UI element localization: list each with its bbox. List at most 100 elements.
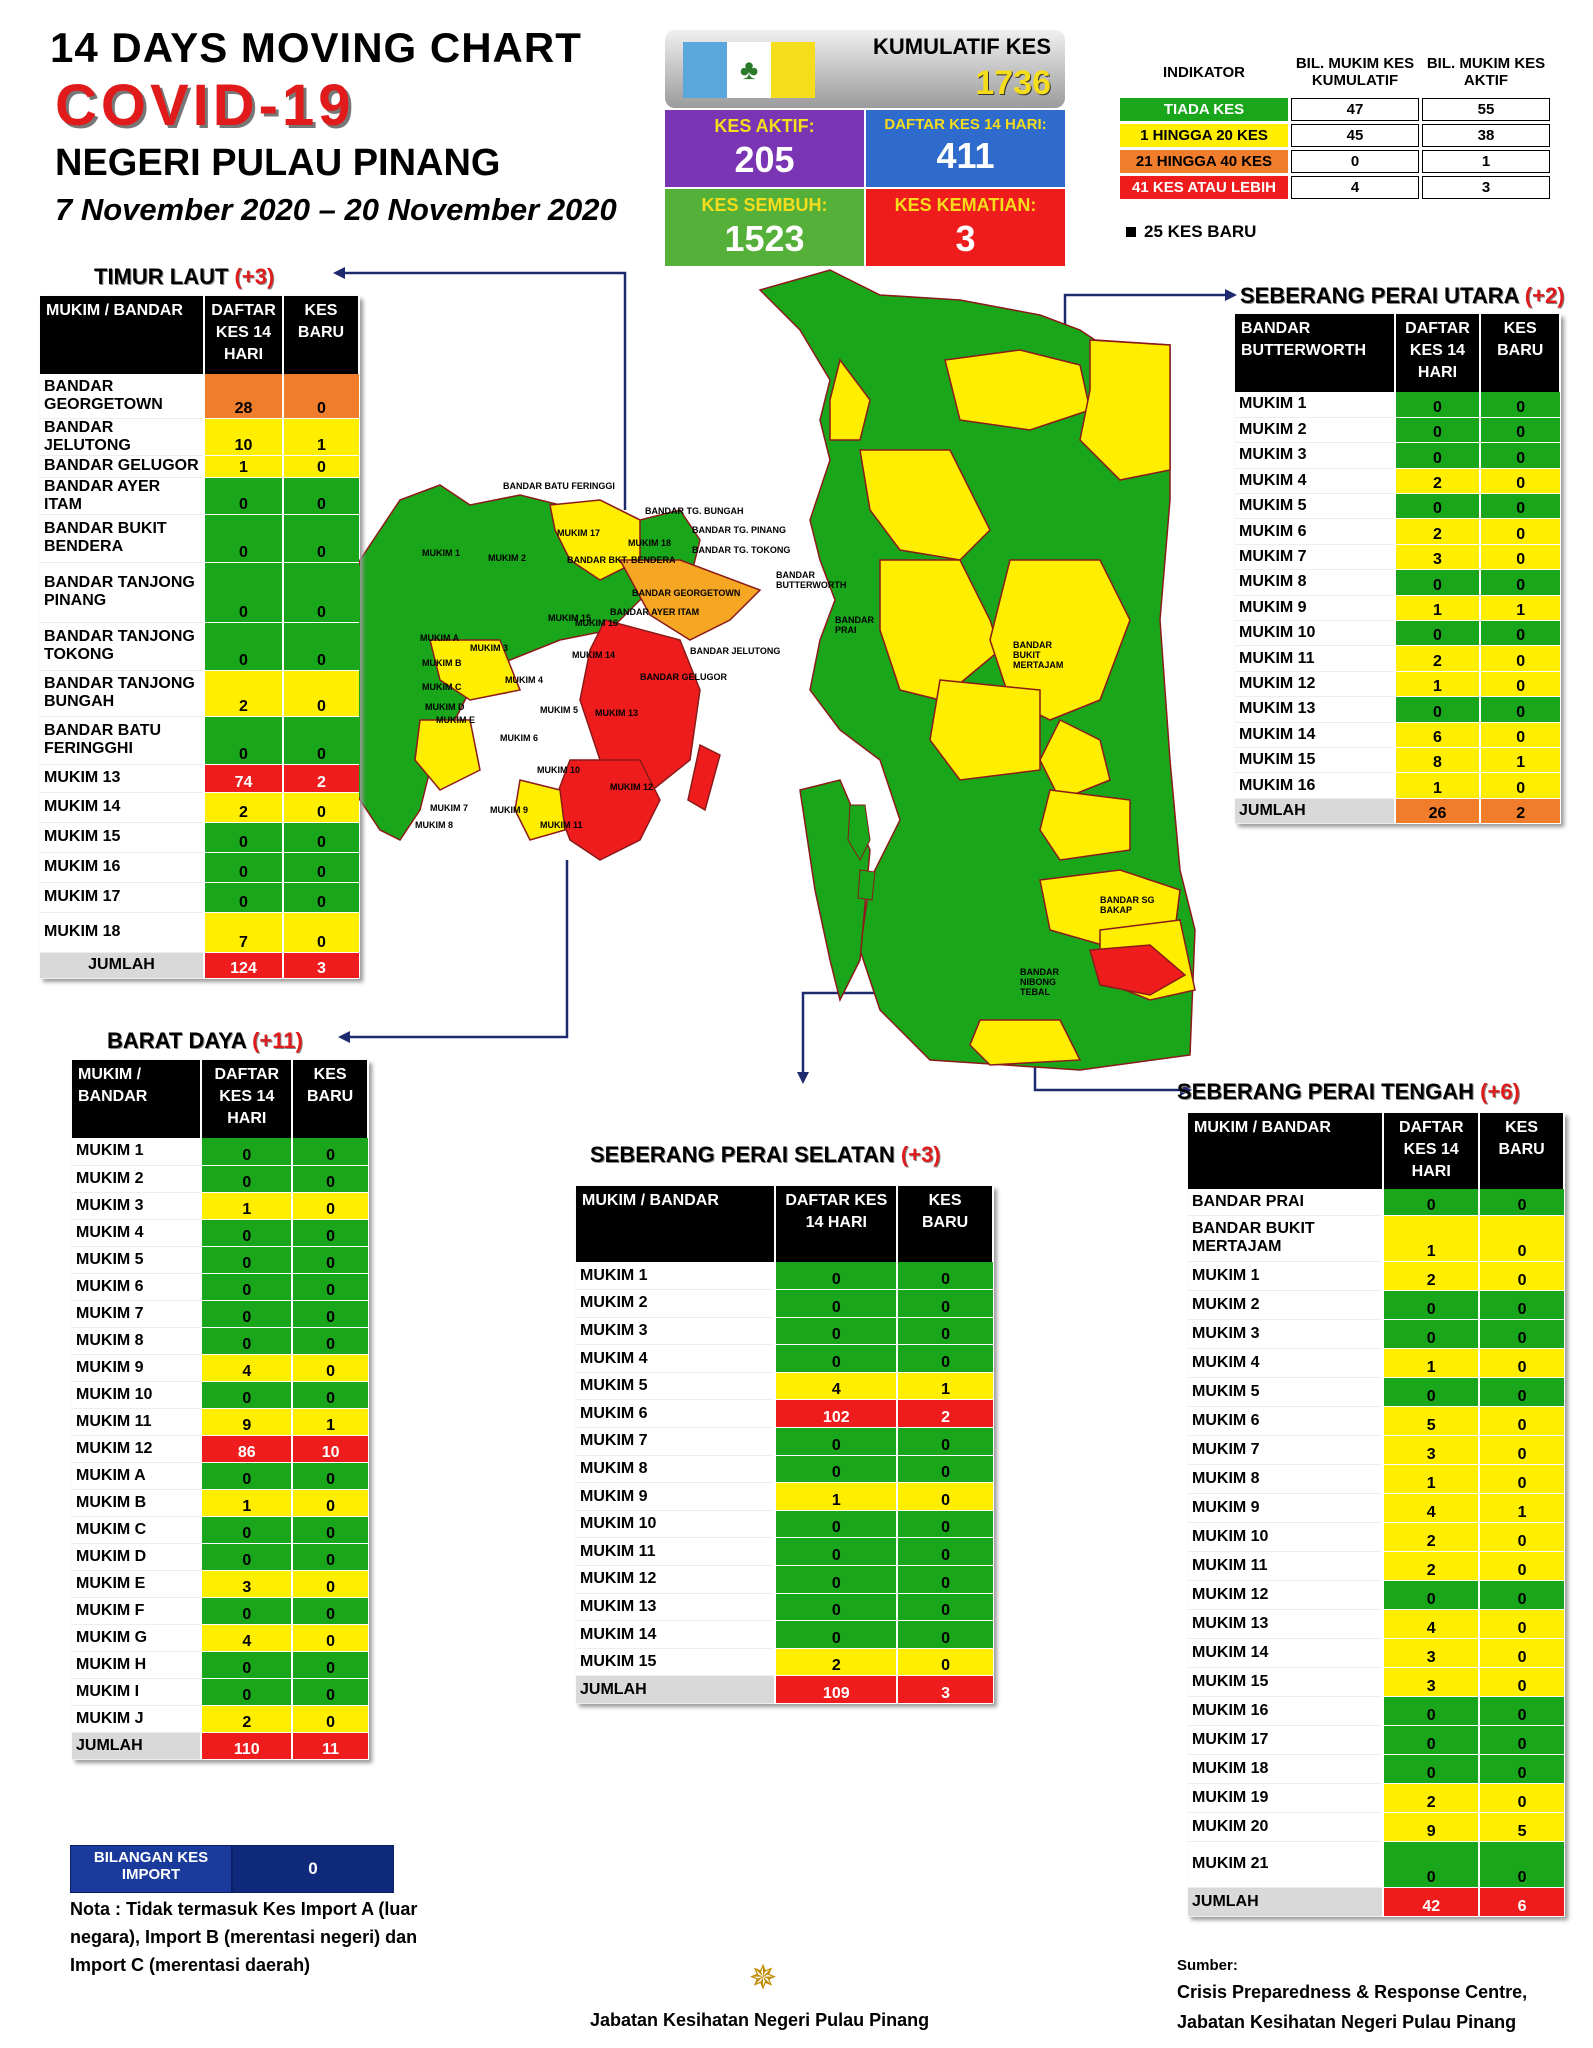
row-kes-baru: 0: [282, 822, 359, 853]
map-label-mukim-9: MUKIM 9: [490, 805, 528, 815]
table-header-cell: BANDAR BUTTERWORTH: [1235, 314, 1396, 392]
table-header-cell: KES BARU: [292, 1060, 369, 1138]
indicator-act: 55: [1422, 98, 1550, 121]
indicator-head-0: INDIKATOR: [1163, 63, 1245, 81]
total-kes-baru: 3: [282, 952, 359, 979]
row-name: MUKIM 3: [1188, 1319, 1384, 1349]
row-name: BANDAR TANJONG BUNGAH: [40, 670, 204, 717]
row-kes-baru: 0: [1478, 1841, 1564, 1888]
row-name: MUKIM 2: [1235, 417, 1395, 444]
row-kes-baru: 0: [1478, 1435, 1564, 1465]
row-kes-baru: 0: [1478, 1638, 1564, 1668]
row-kes-baru: 0: [291, 1489, 368, 1517]
row-name: MUKIM C: [72, 1516, 202, 1544]
row-daftar-14-hari: 2: [1393, 645, 1481, 672]
row-kes-baru: 0: [291, 1624, 368, 1652]
row-kes-baru: 0: [1479, 544, 1560, 571]
indicator-cum: 45: [1291, 124, 1419, 147]
row-daftar-14-hari: 0: [200, 1246, 293, 1274]
indicator-row: 41 KES ATAU LEBIH 4 3: [1120, 176, 1550, 199]
row-daftar-14-hari: 4: [200, 1624, 293, 1652]
map-label-mukim-16: MUKIM 16: [575, 618, 619, 628]
row-name: MUKIM I: [72, 1678, 202, 1706]
row-daftar-14-hari: 1: [1393, 671, 1481, 698]
row-name: BANDAR JELUTONG: [40, 418, 204, 456]
row-kes-baru: 0: [1479, 417, 1560, 444]
table-row: BANDAR AYER ITAM 0 0: [40, 477, 359, 515]
deaths-value: 3: [955, 218, 976, 259]
row-kes-baru: 0: [282, 716, 359, 765]
row-name: MUKIM 6: [1188, 1406, 1384, 1436]
row-name: MUKIM 16: [1235, 772, 1395, 799]
row-name: MUKIM 7: [72, 1300, 202, 1328]
row-name: BANDAR BUKIT BENDERA: [40, 514, 204, 563]
row-daftar-14-hari: 0: [1382, 1290, 1480, 1320]
row-name: MUKIM 4: [1188, 1348, 1384, 1378]
row-daftar-14-hari: 3: [1382, 1667, 1480, 1697]
map-label-mukim-6: MUKIM 6: [500, 733, 538, 743]
row-name: MUKIM 4: [1235, 468, 1395, 495]
map-label-mukim-13: MUKIM 13: [595, 708, 639, 718]
row-name: MUKIM 8: [576, 1455, 776, 1484]
row-daftar-14-hari: 1: [1382, 1215, 1480, 1262]
map-label-mukim-a: MUKIM A: [420, 633, 460, 643]
total-label: JUMLAH: [40, 952, 204, 979]
row-kes-baru: 0: [896, 1317, 993, 1346]
table-row: MUKIM 14 3 0: [1188, 1638, 1564, 1668]
row-kes-baru: 0: [1478, 1215, 1564, 1262]
row-name: MUKIM 13: [40, 764, 204, 793]
row-kes-baru: 0: [1478, 1667, 1564, 1697]
row-kes-baru: 0: [282, 792, 359, 823]
row-name: MUKIM 5: [1235, 493, 1395, 520]
row-kes-baru: 0: [282, 912, 359, 953]
row-name: MUKIM 3: [72, 1192, 202, 1220]
row-name: MUKIM 11: [72, 1408, 202, 1436]
row-name: MUKIM 13: [1235, 696, 1395, 723]
sps-title-text: SEBERANG PERAI SELATAN: [590, 1142, 901, 1167]
row-kes-baru: 0: [291, 1219, 368, 1247]
total-label: JUMLAH: [576, 1675, 776, 1705]
row-kes-baru: 0: [291, 1597, 368, 1625]
row-name: MUKIM 4: [576, 1344, 776, 1373]
total-kes-baru: 2: [1479, 798, 1560, 824]
row-name: MUKIM 10: [576, 1510, 776, 1539]
row-name: MUKIM E: [72, 1570, 202, 1598]
row-daftar-14-hari: 1: [1382, 1464, 1480, 1494]
table-row: BANDAR TANJONG TOKONG 0 0: [40, 622, 359, 671]
row-daftar-14-hari: 2: [774, 1648, 898, 1677]
table-row: MUKIM 13 74 2: [40, 764, 359, 793]
table-row: MUKIM 13 0 0: [576, 1593, 993, 1622]
total-kes-baru: 3: [896, 1675, 993, 1705]
row-daftar-14-hari: 0: [203, 822, 283, 853]
row-name: MUKIM 3: [576, 1317, 776, 1346]
row-daftar-14-hari: 0: [200, 1462, 293, 1490]
map-label-mukim-18: MUKIM 18: [628, 538, 672, 548]
barat-daya-increase: (+11): [252, 1028, 303, 1053]
row-daftar-14-hari: 4: [1382, 1609, 1480, 1639]
row-daftar-14-hari: 4: [774, 1372, 898, 1401]
indicator-act: 1: [1422, 150, 1550, 173]
row-kes-baru: 0: [896, 1593, 993, 1622]
total-kes-baru: 6: [1478, 1887, 1564, 1917]
row-kes-baru: 0: [282, 455, 359, 478]
summary-panel: ♣ KUMULATIF KES 1736 KES AKTIF: 205 DAFT…: [665, 30, 1067, 266]
row-name: MUKIM 10: [1188, 1522, 1384, 1552]
row-daftar-14-hari: 0: [774, 1289, 898, 1318]
row-kes-baru: 0: [1478, 1522, 1564, 1552]
indicator-row: 21 HINGGA 40 KES 0 1: [1120, 150, 1550, 173]
table-header-cell: KES BARU: [283, 296, 360, 374]
row-name: MUKIM 8: [1188, 1464, 1384, 1494]
row-name: MUKIM 12: [576, 1565, 776, 1594]
row-daftar-14-hari: 7: [203, 912, 283, 953]
map-label-mukim-10: MUKIM 10: [537, 765, 581, 775]
row-kes-baru: 0: [896, 1620, 993, 1649]
